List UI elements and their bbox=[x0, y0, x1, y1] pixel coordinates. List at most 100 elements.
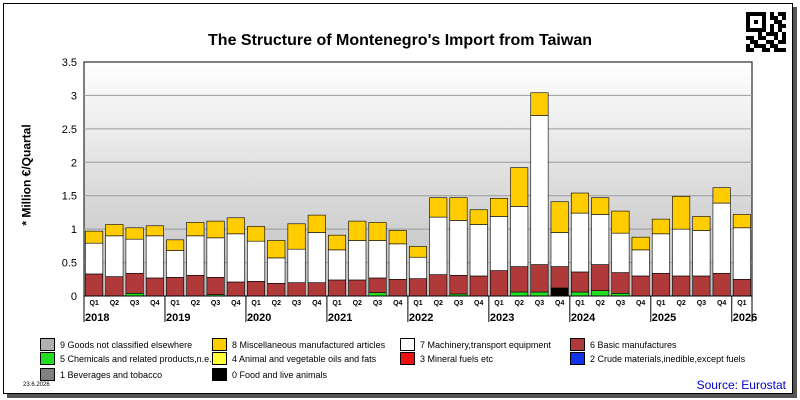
qr-module bbox=[754, 12, 758, 16]
source-link[interactable]: Source: Eurostat bbox=[696, 378, 786, 392]
bar-segment bbox=[510, 206, 529, 267]
qr-module bbox=[762, 28, 766, 32]
x-tick-label: Q4 bbox=[717, 300, 726, 307]
legend-item: 9 Goods not classified elsewhere bbox=[40, 338, 192, 351]
qr-module bbox=[770, 28, 774, 32]
x-tick-label: Q1 bbox=[251, 300, 260, 307]
qr-module bbox=[746, 12, 750, 16]
bar-segment bbox=[388, 230, 407, 245]
bar-segment bbox=[591, 214, 610, 265]
bar-segment bbox=[145, 277, 164, 297]
year-label: 2025 bbox=[652, 312, 676, 324]
legend-swatch bbox=[212, 338, 227, 351]
qr-module bbox=[746, 48, 750, 52]
legend-swatch bbox=[40, 368, 55, 381]
bar-segment bbox=[530, 115, 549, 265]
bar-segment bbox=[672, 228, 691, 277]
x-tick-label: Q4 bbox=[474, 300, 483, 307]
qr-module bbox=[774, 44, 778, 48]
bar-segment bbox=[469, 275, 488, 297]
chart-title: The Structure of Montenegro's Import fro… bbox=[208, 32, 592, 49]
year-label: 2018 bbox=[85, 312, 109, 324]
bar-segment bbox=[631, 275, 650, 297]
bar-segment bbox=[145, 225, 164, 237]
legend-item: 5 Chemicals and related products,n.e.s. bbox=[40, 352, 219, 365]
y-tick-label: 0.5 bbox=[62, 258, 77, 270]
bar-segment bbox=[247, 280, 266, 297]
bar-segment bbox=[247, 226, 266, 242]
qr-module bbox=[766, 32, 770, 36]
bar-segment bbox=[226, 233, 245, 283]
qr-module bbox=[746, 24, 750, 28]
bar-segment bbox=[85, 242, 104, 275]
x-tick-label: Q3 bbox=[292, 300, 301, 307]
bar-segment bbox=[307, 282, 326, 297]
legend-swatch bbox=[40, 338, 55, 351]
legend-item: 0 Food and live animals bbox=[212, 368, 327, 381]
bar-segment bbox=[328, 279, 347, 297]
bar-segment bbox=[651, 218, 670, 235]
bar-segment bbox=[712, 272, 731, 297]
year-label: 2026 bbox=[733, 312, 757, 324]
x-tick-label: Q2 bbox=[353, 300, 362, 307]
qr-module bbox=[758, 32, 762, 36]
bar-segment bbox=[570, 291, 589, 297]
bar-segment bbox=[611, 272, 630, 294]
bar-segment bbox=[732, 278, 751, 297]
bar-segment bbox=[429, 216, 448, 275]
bar-segment bbox=[550, 201, 569, 233]
qr-module bbox=[754, 44, 758, 48]
x-tick-label: Q2 bbox=[191, 300, 200, 307]
bar-segment bbox=[510, 167, 529, 207]
qr-module bbox=[774, 48, 778, 52]
x-tick-label: Q3 bbox=[373, 300, 382, 307]
bar-segment bbox=[469, 224, 488, 277]
qr-module bbox=[754, 28, 758, 32]
x-tick-label: Q2 bbox=[272, 300, 281, 307]
y-tick-label: 0 bbox=[71, 291, 77, 303]
bar-segment bbox=[692, 216, 711, 231]
qr-module bbox=[782, 16, 786, 20]
bar-segment bbox=[732, 214, 751, 229]
legend-label: 4 Animal and vegetable oils and fats bbox=[232, 353, 377, 364]
bar-segment bbox=[570, 192, 589, 214]
qr-module bbox=[770, 32, 774, 36]
date-stamp: 23.6.2026 bbox=[23, 382, 50, 388]
qr-module bbox=[762, 12, 766, 16]
qr-module bbox=[778, 48, 782, 52]
qr-module bbox=[766, 48, 770, 52]
bar-segment bbox=[287, 248, 306, 283]
qr-module bbox=[746, 28, 750, 32]
qr-module bbox=[758, 44, 762, 48]
bar-segment bbox=[631, 249, 650, 277]
qr-module bbox=[758, 28, 762, 32]
x-tick-label: Q3 bbox=[535, 300, 544, 307]
x-tick-label: Q2 bbox=[596, 300, 605, 307]
bar-segment bbox=[368, 222, 387, 241]
bar-segment bbox=[105, 235, 124, 277]
qr-module bbox=[758, 12, 762, 16]
x-tick-label: Q4 bbox=[393, 300, 402, 307]
qr-module bbox=[778, 12, 782, 16]
bar-segment bbox=[611, 232, 630, 273]
bar-segment bbox=[125, 227, 144, 240]
legend-item: 8 Miscellaneous manufactured articles bbox=[212, 338, 385, 351]
bar-segment bbox=[186, 235, 205, 276]
bar-segment bbox=[692, 275, 711, 297]
year-label: 2019 bbox=[166, 312, 190, 324]
bar-segment bbox=[449, 274, 468, 295]
qr-module bbox=[782, 24, 786, 28]
legend-item: 6 Basic manufactures bbox=[570, 338, 677, 351]
bar-segment bbox=[530, 92, 549, 116]
legend-item: 7 Machinery,transport equipment bbox=[400, 338, 551, 351]
qr-module bbox=[782, 48, 786, 52]
y-tick-label: 2 bbox=[71, 157, 77, 169]
qr-module bbox=[754, 20, 758, 24]
qr-module bbox=[778, 40, 782, 44]
bar-segment bbox=[550, 232, 569, 267]
bar-segment bbox=[368, 240, 387, 279]
bar-segment bbox=[489, 198, 508, 217]
qr-module bbox=[770, 44, 774, 48]
x-tick-label: Q2 bbox=[110, 300, 119, 307]
